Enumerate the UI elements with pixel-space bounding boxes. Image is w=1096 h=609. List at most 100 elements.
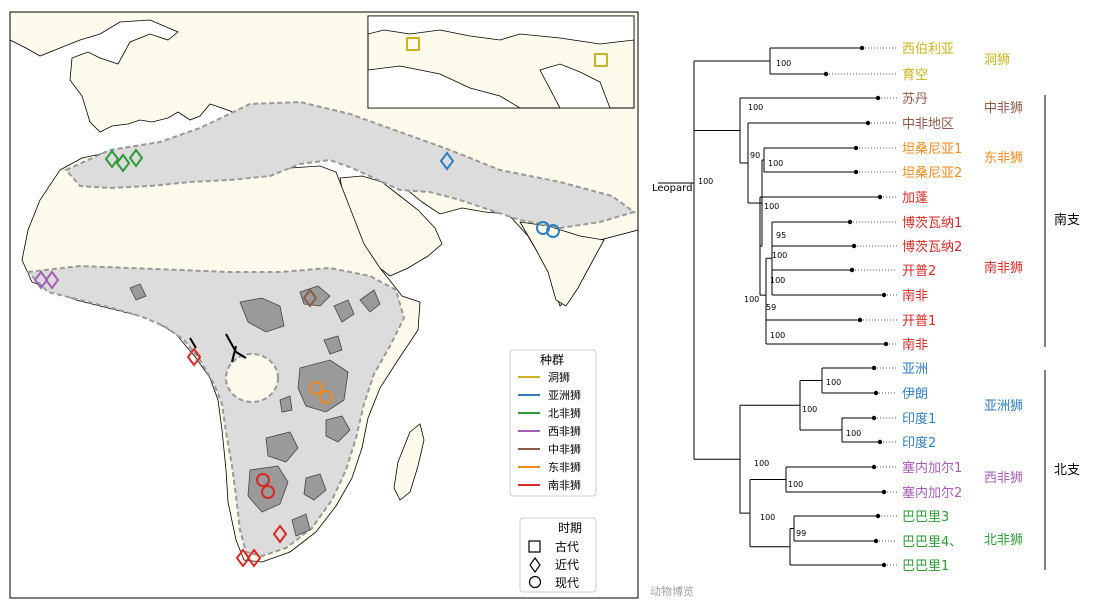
leaf-dot-0 bbox=[859, 45, 865, 51]
bootstrap-value-5: 100 bbox=[764, 202, 779, 211]
leaf-label-8: 博茨瓦纳2 bbox=[902, 240, 962, 255]
leaf-label-9: 开普2 bbox=[902, 264, 936, 279]
legend-population-item-3: 西非狮 bbox=[548, 425, 581, 438]
markers-botswana-modern bbox=[256, 473, 275, 499]
markers-east-africa-modern bbox=[309, 381, 333, 404]
phylogenetic-tree: 西伯利亚育空苏丹中非地区坦桑尼亚1坦桑尼亚2加蓬博茨瓦纳1博茨瓦纳2开普2南非开… bbox=[652, 42, 1080, 574]
leaf-dot-4 bbox=[853, 145, 859, 151]
leaf-dot-15 bbox=[871, 415, 877, 421]
legend-period-ancient: 古代 bbox=[555, 539, 579, 554]
bootstrap-value-18: 100 bbox=[760, 513, 775, 522]
bootstrap-value-13: 100 bbox=[846, 429, 861, 438]
group-label-4: 亚洲狮 bbox=[984, 399, 1023, 414]
leaf-label-6: 加蓬 bbox=[902, 191, 928, 206]
leaf-dot-5 bbox=[853, 169, 859, 175]
markers-cape-recent bbox=[235, 548, 262, 568]
bootstrap-value-8: 100 bbox=[770, 276, 785, 285]
leaf-dot-6 bbox=[877, 194, 883, 200]
square-icon bbox=[528, 540, 541, 553]
legend-population-item-4: 中非狮 bbox=[548, 443, 581, 456]
leaf-dot-8 bbox=[851, 243, 857, 249]
bootstrap-value-1: 100 bbox=[776, 59, 791, 68]
bootstrap-value-4: 100 bbox=[768, 159, 783, 168]
leaf-dot-13 bbox=[871, 365, 877, 371]
group-label-1: 中非狮 bbox=[984, 101, 1023, 116]
north-branch-label: 北支 bbox=[1054, 463, 1080, 478]
leaf-dot-9 bbox=[849, 267, 855, 273]
leaf-dot-21 bbox=[881, 562, 887, 568]
leaf-label-18: 塞内加尔2 bbox=[902, 485, 962, 501]
group-label-5: 西非狮 bbox=[984, 471, 1023, 486]
marker-central-africa-recent bbox=[302, 288, 318, 308]
bootstrap-value-16: 100 bbox=[754, 459, 769, 468]
leaf-dot-10 bbox=[881, 292, 887, 298]
bootstrap-value-14: 100 bbox=[802, 405, 817, 414]
markers-asia-modern bbox=[536, 221, 560, 238]
leaf-label-1: 育空 bbox=[902, 67, 928, 83]
circle-icon bbox=[528, 575, 542, 589]
south-branch-label: 南支 bbox=[1054, 212, 1080, 228]
legend-population-title: 种群 bbox=[540, 353, 564, 367]
leaf-dot-18 bbox=[881, 489, 887, 495]
leaf-dot-20 bbox=[873, 538, 879, 544]
leaf-label-19: 巴巴里3 bbox=[902, 510, 949, 525]
leaf-label-10: 南非 bbox=[902, 288, 928, 304]
leaf-label-21: 巴巴里1 bbox=[902, 559, 949, 574]
outgroup-label: Leopard bbox=[652, 183, 692, 194]
bootstrap-value-6: 95 bbox=[776, 231, 786, 240]
group-label-3: 南非狮 bbox=[984, 260, 1023, 276]
leaf-dot-3 bbox=[865, 120, 871, 126]
legend-population-item-6: 南非狮 bbox=[548, 479, 581, 492]
legend-period-modern: 现代 bbox=[555, 576, 579, 590]
leaf-label-12: 南非 bbox=[902, 337, 928, 353]
leaf-dot-19 bbox=[875, 513, 881, 519]
marker-yukon-ancient bbox=[594, 53, 608, 67]
markers-north-africa bbox=[104, 148, 144, 173]
bootstrap-value-7: 100 bbox=[772, 251, 787, 260]
bootstrap-value-17: 99 bbox=[796, 529, 806, 538]
map-frame bbox=[9, 11, 639, 599]
bootstrap-value-15: 100 bbox=[788, 480, 803, 489]
leaf-dot-16 bbox=[877, 439, 883, 445]
legend-population-item-1: 亚洲狮 bbox=[548, 389, 581, 402]
leaf-label-5: 坦桑尼亚2 bbox=[902, 166, 962, 181]
leaf-label-2: 苏丹 bbox=[902, 91, 928, 107]
leaf-label-14: 伊朗 bbox=[902, 387, 928, 402]
madagascar bbox=[393, 423, 425, 501]
leaf-dot-17 bbox=[871, 464, 877, 470]
legend-population-item-0: 洞狮 bbox=[548, 371, 570, 384]
legend-population-item-5: 东非狮 bbox=[548, 461, 581, 474]
range-north bbox=[64, 100, 637, 230]
bootstrap-value-0: 100 bbox=[698, 177, 713, 186]
group-label-2: 东非狮 bbox=[984, 151, 1023, 166]
leaf-label-11: 开普1 bbox=[902, 314, 936, 329]
legend-population-item-2: 北非狮 bbox=[548, 407, 581, 420]
leaf-label-20: 巴巴里4、 bbox=[902, 535, 962, 550]
leaf-label-16: 印度2 bbox=[902, 435, 936, 451]
bootstrap-value-11: 100 bbox=[744, 295, 759, 304]
leaf-label-15: 印度1 bbox=[902, 411, 936, 427]
leaf-dot-12 bbox=[883, 341, 889, 347]
bootstrap-value-2: 100 bbox=[748, 103, 763, 112]
leaf-dot-2 bbox=[875, 95, 881, 101]
leaf-label-4: 坦桑尼亚1 bbox=[902, 142, 962, 157]
legend-period: 时期 古代 近代 现代 bbox=[519, 517, 597, 593]
bootstrap-value-9: 59 bbox=[766, 303, 776, 312]
leaf-label-0: 西伯利亚 bbox=[902, 42, 954, 57]
group-label-6: 北非狮 bbox=[984, 533, 1023, 548]
leaf-dot-1 bbox=[823, 71, 829, 77]
rainforest-hole bbox=[225, 353, 279, 403]
bootstrap-value-12: 100 bbox=[826, 378, 841, 387]
marker-asia-recent bbox=[439, 151, 455, 171]
diamond-icon bbox=[529, 556, 541, 574]
leaf-label-17: 塞内加尔1 bbox=[902, 460, 962, 476]
watermark: 动物博览 bbox=[650, 585, 694, 598]
bootstrap-value-3: 90 bbox=[750, 151, 760, 160]
group-label-0: 洞狮 bbox=[984, 53, 1010, 68]
leaf-label-3: 中非地区 bbox=[902, 117, 954, 132]
leaf-dot-14 bbox=[873, 390, 879, 396]
markers-west-africa bbox=[33, 270, 60, 290]
leaf-label-13: 亚洲 bbox=[902, 362, 928, 377]
leaf-dot-11 bbox=[857, 317, 863, 323]
